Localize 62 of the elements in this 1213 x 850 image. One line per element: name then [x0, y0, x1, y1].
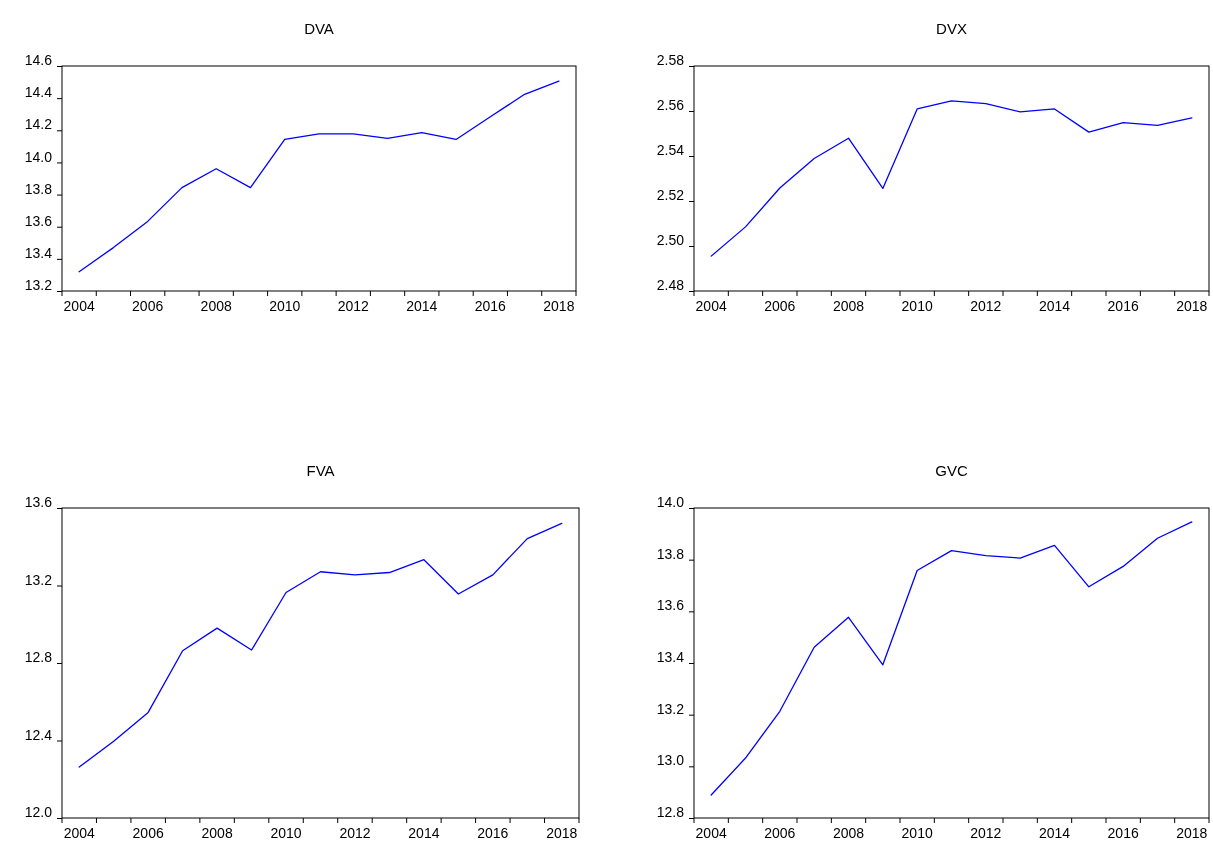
- x-tick-label: 2008: [201, 824, 233, 841]
- x-tick-label: 2018: [546, 824, 578, 841]
- x-tick-label: 2016: [477, 824, 509, 841]
- x-tick-label: 2004: [695, 824, 727, 841]
- x-tick-label: 2006: [764, 824, 796, 841]
- y-tick-label: 14.6: [24, 52, 53, 69]
- x-tick-label: 2010: [269, 297, 301, 314]
- y-tick-label: 14.4: [24, 84, 53, 101]
- x-tick-label: 2018: [1176, 824, 1208, 841]
- y-tick-label: 13.2: [24, 277, 53, 294]
- x-tick-label: 2004: [63, 297, 95, 314]
- y-tick-label: 13.4: [656, 649, 685, 666]
- y-tick-label: 13.8: [24, 180, 53, 197]
- y-tick-label: 13.4: [24, 244, 53, 261]
- x-tick-label: 2014: [408, 824, 440, 841]
- y-tick-label: 14.0: [656, 494, 685, 511]
- x-tick-label: 2010: [901, 297, 933, 314]
- x-tick-label: 2016: [474, 297, 507, 314]
- y-tick-label: 13.2: [24, 571, 53, 588]
- y-tick-label: 13.8: [656, 545, 685, 562]
- x-tick-label: 2014: [406, 297, 438, 314]
- x-tick-label: 2008: [832, 824, 865, 841]
- y-tick-label: 13.6: [24, 212, 53, 229]
- x-tick-label: 2014: [1038, 297, 1071, 314]
- y-tick-label: 2.54: [656, 142, 685, 159]
- y-tick-label: 12.4: [24, 726, 53, 743]
- x-tick-label: 2004: [695, 297, 727, 314]
- y-tick-label: 13.6: [656, 597, 685, 614]
- y-tick-label: 12.8: [24, 649, 53, 666]
- chart-title: DVX: [936, 20, 967, 37]
- x-tick-label: 2014: [1038, 824, 1071, 841]
- y-tick-label: 13.2: [656, 700, 685, 717]
- y-tick-label: 13.0: [656, 752, 685, 769]
- y-tick-label: 14.2: [24, 116, 53, 133]
- x-tick-label: 2016: [1107, 297, 1139, 314]
- x-tick-label: 2018: [543, 297, 575, 314]
- y-tick-label: 2.50: [656, 232, 685, 249]
- y-tick-label: 2.48: [656, 277, 685, 294]
- x-tick-label: 2016: [1107, 824, 1139, 841]
- y-tick-label: 12.8: [656, 804, 685, 821]
- x-tick-label: 2018: [1176, 297, 1208, 314]
- x-tick-label: 2006: [764, 297, 796, 314]
- y-tick-label: 14.0: [24, 148, 53, 165]
- x-tick-label: 2008: [200, 297, 232, 314]
- x-tick-label: 2012: [337, 297, 370, 314]
- x-tick-label: 2012: [339, 824, 371, 841]
- x-tick-label: 2004: [63, 824, 96, 841]
- chart-title: DVA: [304, 20, 334, 37]
- x-tick-label: 2006: [132, 824, 164, 841]
- y-tick-label: 2.56: [656, 97, 685, 114]
- y-tick-label: 12.0: [24, 804, 53, 821]
- x-tick-label: 2008: [832, 297, 865, 314]
- chart-title: FVA: [306, 462, 335, 479]
- x-tick-label: 2006: [132, 297, 164, 314]
- y-tick-label: 2.52: [656, 187, 685, 204]
- x-tick-label: 2010: [270, 824, 302, 841]
- x-tick-label: 2012: [970, 297, 1002, 314]
- x-tick-label: 2012: [970, 824, 1002, 841]
- x-tick-label: 2010: [901, 824, 933, 841]
- chart-title: GVC: [935, 462, 968, 479]
- y-tick-label: 2.58: [656, 52, 685, 69]
- y-tick-label: 13.6: [24, 494, 53, 511]
